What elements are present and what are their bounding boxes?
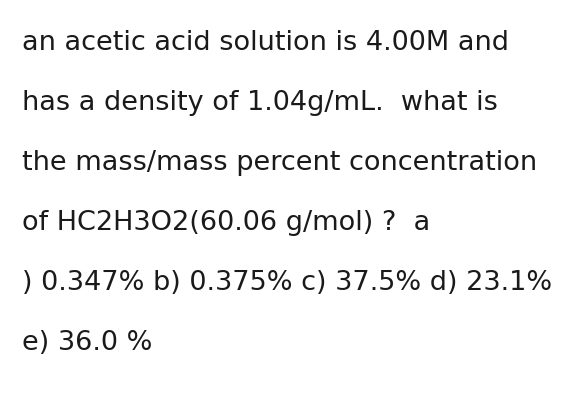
Text: an acetic acid solution is 4.00M and: an acetic acid solution is 4.00M and: [22, 30, 509, 56]
Text: ) 0.347% b) 0.375% c) 37.5% d) 23.1%: ) 0.347% b) 0.375% c) 37.5% d) 23.1%: [22, 270, 552, 296]
Text: of HC2H3O2(60.06 g/mol) ?  a: of HC2H3O2(60.06 g/mol) ? a: [22, 210, 430, 236]
Text: the mass/mass percent concentration: the mass/mass percent concentration: [22, 150, 537, 176]
Text: has a density of 1.04g/mL.  what is: has a density of 1.04g/mL. what is: [22, 90, 498, 116]
Text: e) 36.0 %: e) 36.0 %: [22, 330, 152, 356]
